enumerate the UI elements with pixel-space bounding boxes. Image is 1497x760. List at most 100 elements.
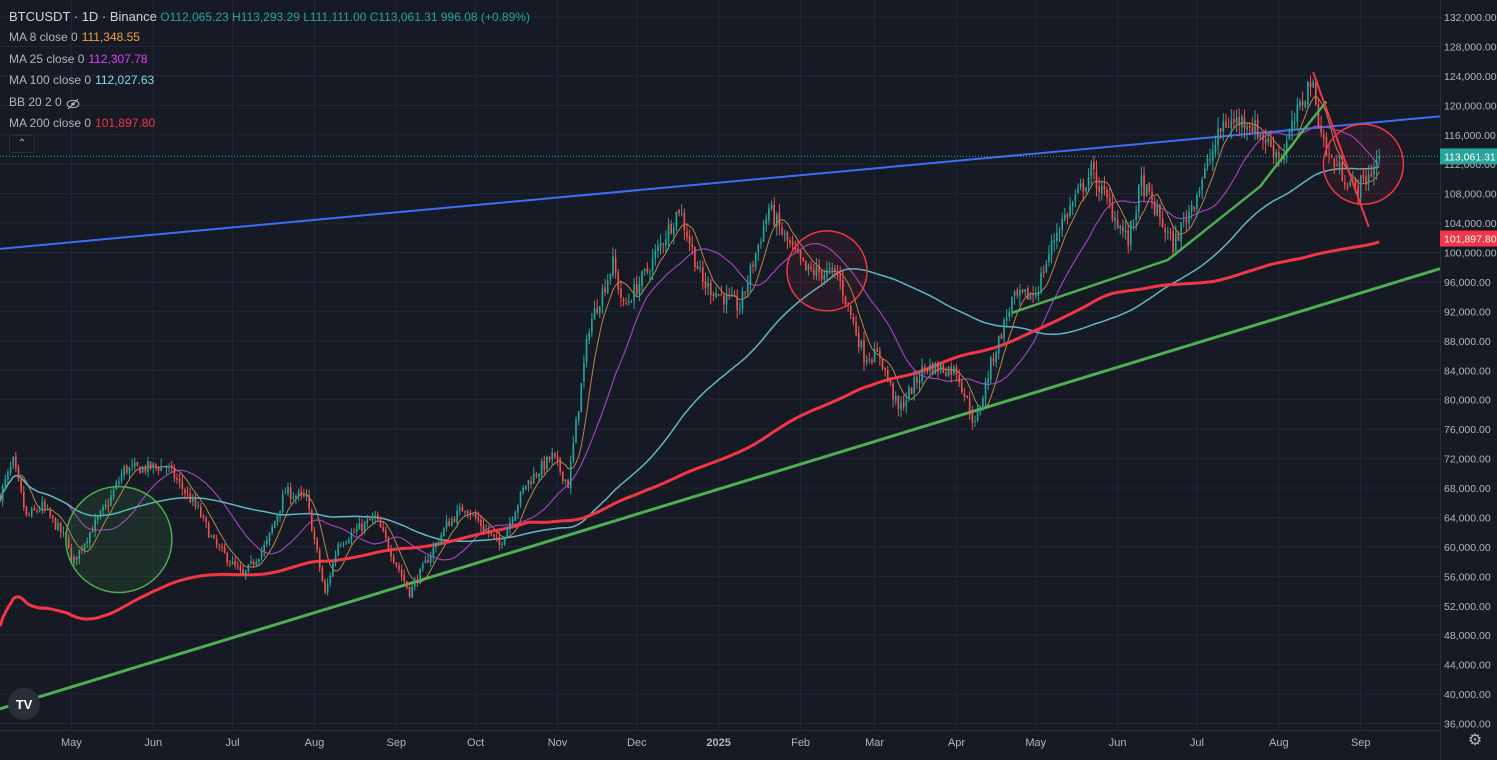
indicator-row[interactable]: BB 20 2 0 <box>9 92 530 113</box>
ma100-line <box>0 166 1380 543</box>
candle-body <box>575 419 577 443</box>
eye-hidden-icon[interactable] <box>66 96 80 110</box>
time-tick-label: May <box>1025 737 1046 749</box>
candle <box>942 363 945 374</box>
candle <box>749 262 752 293</box>
candle-body <box>958 374 960 383</box>
candle-body <box>91 531 94 533</box>
candle <box>670 219 672 235</box>
candle <box>1132 219 1135 231</box>
candle <box>731 286 733 298</box>
candle-body <box>22 491 25 508</box>
candle-body <box>1293 122 1296 124</box>
candle <box>1016 287 1019 299</box>
candle-body <box>1317 103 1320 127</box>
candle <box>712 291 715 302</box>
symbol-label[interactable]: BTCUSDT · 1D · Binance <box>9 9 157 24</box>
candle-body <box>41 501 44 511</box>
candle <box>768 203 770 226</box>
tradingview-logo-icon[interactable]: TV <box>8 688 40 720</box>
candle <box>646 261 649 275</box>
candle <box>1156 199 1159 217</box>
candle-body <box>1093 162 1095 170</box>
candle-body <box>1135 212 1137 221</box>
candle-body <box>672 227 675 235</box>
candle-body <box>1359 175 1362 198</box>
candle <box>263 541 266 557</box>
candle <box>1272 136 1275 165</box>
candle-body <box>1233 119 1235 123</box>
candle-body <box>960 381 963 393</box>
candle <box>1254 109 1256 141</box>
indicator-value: 112,307.78 <box>88 51 148 66</box>
candle <box>1346 182 1349 191</box>
candle <box>852 313 855 326</box>
candle-body <box>538 474 540 478</box>
candle-body <box>178 478 181 482</box>
candle-body <box>828 268 831 270</box>
candle-body <box>1264 139 1267 144</box>
gear-icon[interactable]: ⚙ <box>1467 732 1483 749</box>
candle-body <box>345 541 347 544</box>
time-tick-label: Dec <box>627 737 647 749</box>
candle <box>149 461 152 471</box>
candle-body <box>474 513 477 518</box>
indicator-row[interactable]: MA 200 close 0 101,897.80 <box>9 113 530 134</box>
candle-body <box>226 552 229 563</box>
candle-body <box>773 204 775 226</box>
candle-body <box>157 467 160 471</box>
indicator-row[interactable]: MA 100 close 0 112,027.63 <box>9 70 530 91</box>
candle-body <box>1161 218 1164 228</box>
candle-body <box>480 519 482 526</box>
candle <box>1325 131 1328 157</box>
candle-body <box>1058 231 1061 234</box>
candle <box>1177 231 1180 241</box>
candle-body <box>318 550 321 568</box>
candle <box>118 476 120 488</box>
green-circle-highlight <box>65 485 173 594</box>
collapse-legend-button[interactable]: ⌃ <box>9 135 35 153</box>
candle <box>725 284 728 314</box>
candle-body <box>1029 294 1032 300</box>
candle <box>1095 160 1098 197</box>
candle-body <box>133 463 136 467</box>
candle <box>1201 176 1204 200</box>
candle-body <box>337 544 340 556</box>
candle <box>184 487 186 500</box>
candle-body <box>704 281 707 289</box>
candle <box>897 395 900 417</box>
candle-body <box>823 274 826 280</box>
candle-body <box>540 461 543 475</box>
candle-body <box>131 464 133 467</box>
candle-body <box>686 231 688 238</box>
candle-body <box>1066 214 1069 217</box>
candle <box>192 493 194 507</box>
candle-body <box>1114 217 1116 222</box>
candle <box>466 509 469 519</box>
candle <box>1135 205 1137 231</box>
candle-body <box>189 493 192 503</box>
candle <box>971 405 974 430</box>
candle <box>1069 196 1071 219</box>
indicator-row[interactable]: MA 8 close 0 111,348.55 <box>9 27 530 48</box>
candle <box>1333 157 1336 175</box>
candle-body <box>535 474 538 477</box>
candle <box>33 504 36 512</box>
candle-body <box>1219 128 1222 132</box>
candle-body <box>530 481 532 484</box>
candle-body <box>966 395 968 398</box>
candle-body <box>358 523 361 530</box>
candle <box>1122 219 1124 238</box>
candle-body <box>844 296 847 305</box>
price-tick-label: 48,000.00 <box>1444 630 1491 642</box>
candle <box>194 492 197 510</box>
candle <box>136 461 139 467</box>
candle-body <box>532 473 535 484</box>
candle-body <box>815 266 818 277</box>
candle <box>258 558 260 567</box>
indicator-row[interactable]: MA 25 close 0 112,307.78 <box>9 49 530 70</box>
candle-body <box>1362 175 1365 178</box>
candle-body <box>1045 263 1048 272</box>
candle-body <box>556 456 559 460</box>
